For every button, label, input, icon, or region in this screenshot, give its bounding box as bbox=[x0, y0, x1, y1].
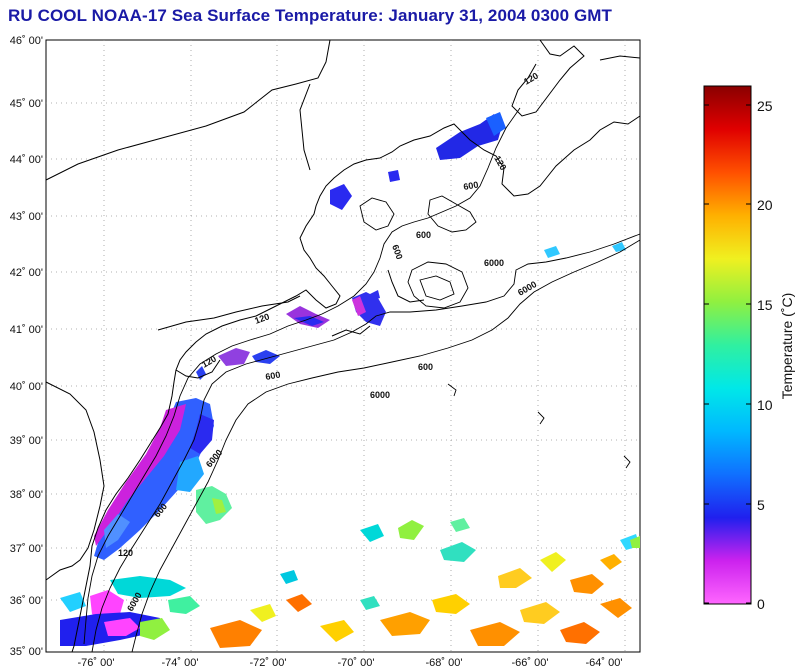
lat-label: 44˚ 00' bbox=[10, 154, 43, 166]
lon-label: -70˚ 00' bbox=[338, 657, 375, 669]
lat-label: 41˚ 00' bbox=[10, 324, 43, 336]
lon-label: -76˚ 00' bbox=[78, 657, 115, 669]
lat-label: 37˚ 00' bbox=[10, 543, 43, 555]
lat-label: 39˚ 00' bbox=[10, 435, 43, 447]
latitude-labels: 46˚ 00' 45˚ 00' 44˚ 00' 43˚ 00' 42˚ 00' … bbox=[10, 35, 43, 658]
sst-observations bbox=[60, 112, 640, 648]
lat-label: 45˚ 00' bbox=[10, 98, 43, 110]
isobath-label: 600 bbox=[416, 230, 431, 240]
lat-label: 35˚ 00' bbox=[10, 646, 43, 658]
lat-label: 38˚ 00' bbox=[10, 489, 43, 501]
isobath-label: 6000 bbox=[484, 258, 504, 268]
isobath-label: 600 bbox=[463, 180, 480, 192]
isobath-label: 6000 bbox=[370, 390, 390, 400]
lon-label: -72˚ 00' bbox=[250, 657, 287, 669]
isobath-label: 120 bbox=[253, 311, 271, 326]
graticule bbox=[46, 40, 640, 652]
map-frame bbox=[45, 39, 641, 653]
isobath-label: 600 bbox=[390, 243, 405, 261]
longitude-labels: -76˚ 00' -74˚ 00' -72˚ 00' -70˚ 00' -68˚… bbox=[78, 657, 623, 669]
lon-label: -74˚ 00' bbox=[162, 657, 199, 669]
isobaths bbox=[83, 107, 641, 653]
lat-label: 46˚ 00' bbox=[10, 35, 43, 47]
lat-label: 43˚ 00' bbox=[10, 211, 43, 223]
lat-label: 42˚ 00' bbox=[10, 267, 43, 279]
lon-label: -66˚ 00' bbox=[512, 657, 549, 669]
isobath-label: 600 bbox=[418, 362, 433, 372]
isobath-label: 600 bbox=[265, 370, 282, 382]
lat-label: 36˚ 00' bbox=[10, 595, 43, 607]
isobath-label: 120 bbox=[118, 548, 133, 558]
map-title: RU COOL NOAA-17 Sea Surface Temperature:… bbox=[8, 6, 613, 25]
coastline bbox=[45, 39, 641, 653]
lon-label: -68˚ 00' bbox=[426, 657, 463, 669]
lat-label: 40˚ 00' bbox=[10, 381, 43, 393]
lon-label: -64˚ 00' bbox=[586, 657, 623, 669]
